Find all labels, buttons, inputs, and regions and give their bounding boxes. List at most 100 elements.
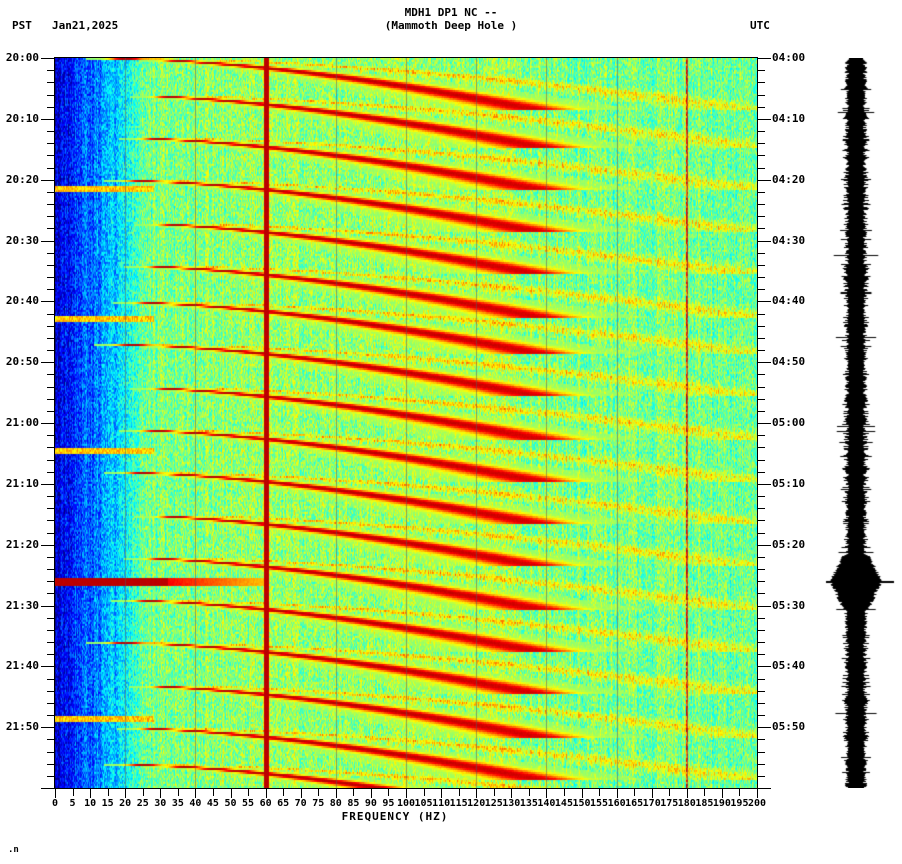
time-label-utc: 04:30 — [772, 233, 806, 247]
time-tick-minor-left — [47, 107, 55, 108]
time-tick-minor-left — [47, 679, 55, 680]
time-tick-minor-right — [757, 70, 765, 71]
time-tick-minor-right — [757, 581, 765, 582]
time-tick-major-left — [41, 484, 55, 485]
frequency-tick — [424, 789, 425, 796]
time-tick-major-right — [757, 545, 771, 546]
time-tick-minor-right — [757, 703, 765, 704]
time-tick-minor-left — [47, 399, 55, 400]
time-label-pst: 20:20 — [5, 172, 39, 186]
time-tick-minor-left — [47, 460, 55, 461]
frequency-label: 80 — [329, 798, 342, 809]
corner-artifact-glyph: .n — [8, 845, 19, 855]
frequency-tick — [143, 789, 144, 796]
frequency-tick — [178, 789, 179, 796]
frequency-label: 65 — [277, 798, 290, 809]
frequency-label: 140 — [537, 798, 556, 809]
spectrogram-plot[interactable] — [55, 58, 757, 788]
time-tick-minor-right — [757, 204, 765, 205]
frequency-tick — [266, 789, 267, 798]
frequency-tick — [125, 789, 126, 798]
frequency-label: 155 — [590, 798, 609, 809]
time-tick-minor-right — [757, 314, 765, 315]
frequency-label: 20 — [119, 798, 132, 809]
time-tick-minor-left — [47, 314, 55, 315]
frequency-tick — [90, 789, 91, 798]
time-tick-minor-right — [757, 460, 765, 461]
frequency-tick — [406, 789, 407, 798]
time-tick-minor-left — [47, 630, 55, 631]
time-tick-minor-right — [757, 289, 765, 290]
frequency-label: 10 — [84, 798, 97, 809]
time-label-utc: 04:00 — [772, 51, 806, 64]
frequency-tick — [546, 789, 547, 798]
time-tick-minor-left — [47, 82, 55, 83]
time-tick-minor-right — [757, 216, 765, 217]
frequency-tick — [248, 789, 249, 796]
time-tick-minor-left — [47, 374, 55, 375]
timezone-label-right: UTC — [750, 19, 770, 32]
frequency-label: 175 — [660, 798, 679, 809]
time-tick-minor-right — [757, 447, 765, 448]
frequency-tick — [459, 789, 460, 796]
time-label-utc: 05:50 — [772, 720, 806, 734]
time-tick-minor-right — [757, 472, 765, 473]
frequency-tick — [564, 789, 565, 796]
time-tick-minor-right — [757, 277, 765, 278]
frequency-tick — [318, 789, 319, 796]
time-tick-major-left — [41, 606, 55, 607]
time-label-utc: 04:50 — [772, 355, 806, 369]
time-label-pst: 20:50 — [5, 355, 39, 369]
time-tick-minor-left — [47, 752, 55, 753]
time-tick-minor-right — [757, 143, 765, 144]
time-tick-minor-left — [47, 654, 55, 655]
frequency-axis-title: FREQUENCY (HZ) — [341, 810, 449, 823]
time-tick-minor-right — [757, 374, 765, 375]
frequency-label: 55 — [242, 798, 255, 809]
time-tick-major-left — [41, 241, 55, 242]
time-tick-minor-left — [47, 776, 55, 777]
time-tick-minor-right — [757, 168, 765, 169]
time-label-utc: 04:40 — [772, 294, 806, 308]
time-tick-minor-right — [757, 131, 765, 132]
time-tick-minor-right — [757, 265, 765, 266]
spectrogram-canvas — [55, 58, 757, 788]
time-label-utc: 05:00 — [772, 416, 806, 429]
time-tick-minor-right — [757, 654, 765, 655]
frequency-tick — [213, 789, 214, 796]
frequency-label: 200 — [747, 798, 767, 809]
time-tick-major-right — [757, 788, 771, 789]
time-tick-minor-left — [47, 764, 55, 765]
time-tick-minor-left — [47, 277, 55, 278]
time-label-utc: 04:20 — [772, 172, 806, 186]
time-tick-major-right — [757, 180, 771, 181]
time-tick-minor-left — [47, 70, 55, 71]
time-tick-minor-left — [47, 703, 55, 704]
time-tick-minor-right — [757, 95, 765, 96]
frequency-label: 90 — [364, 798, 377, 809]
time-tick-major-right — [757, 241, 771, 242]
time-tick-minor-right — [757, 533, 765, 534]
time-tick-minor-left — [47, 447, 55, 448]
frequency-tick — [529, 789, 530, 796]
frequency-tick — [353, 789, 354, 796]
time-tick-minor-right — [757, 752, 765, 753]
time-tick-minor-right — [757, 593, 765, 594]
time-label-pst: 21:30 — [5, 598, 39, 612]
time-tick-major-right — [757, 58, 771, 59]
time-label-pst: 21:00 — [5, 416, 39, 429]
time-tick-minor-left — [47, 557, 55, 558]
frequency-tick — [617, 789, 618, 798]
frequency-label: 105 — [414, 798, 433, 809]
time-label-pst: 21:40 — [5, 659, 39, 673]
time-label-utc: 05:20 — [772, 537, 806, 551]
time-label-pst: 20:40 — [5, 294, 39, 308]
time-tick-minor-left — [47, 642, 55, 643]
time-tick-minor-left — [47, 593, 55, 594]
frequency-label: 125 — [484, 798, 503, 809]
frequency-tick — [55, 789, 56, 798]
time-tick-minor-left — [47, 289, 55, 290]
time-tick-minor-left — [47, 387, 55, 388]
frequency-label: 170 — [642, 798, 661, 809]
time-tick-minor-right — [757, 253, 765, 254]
